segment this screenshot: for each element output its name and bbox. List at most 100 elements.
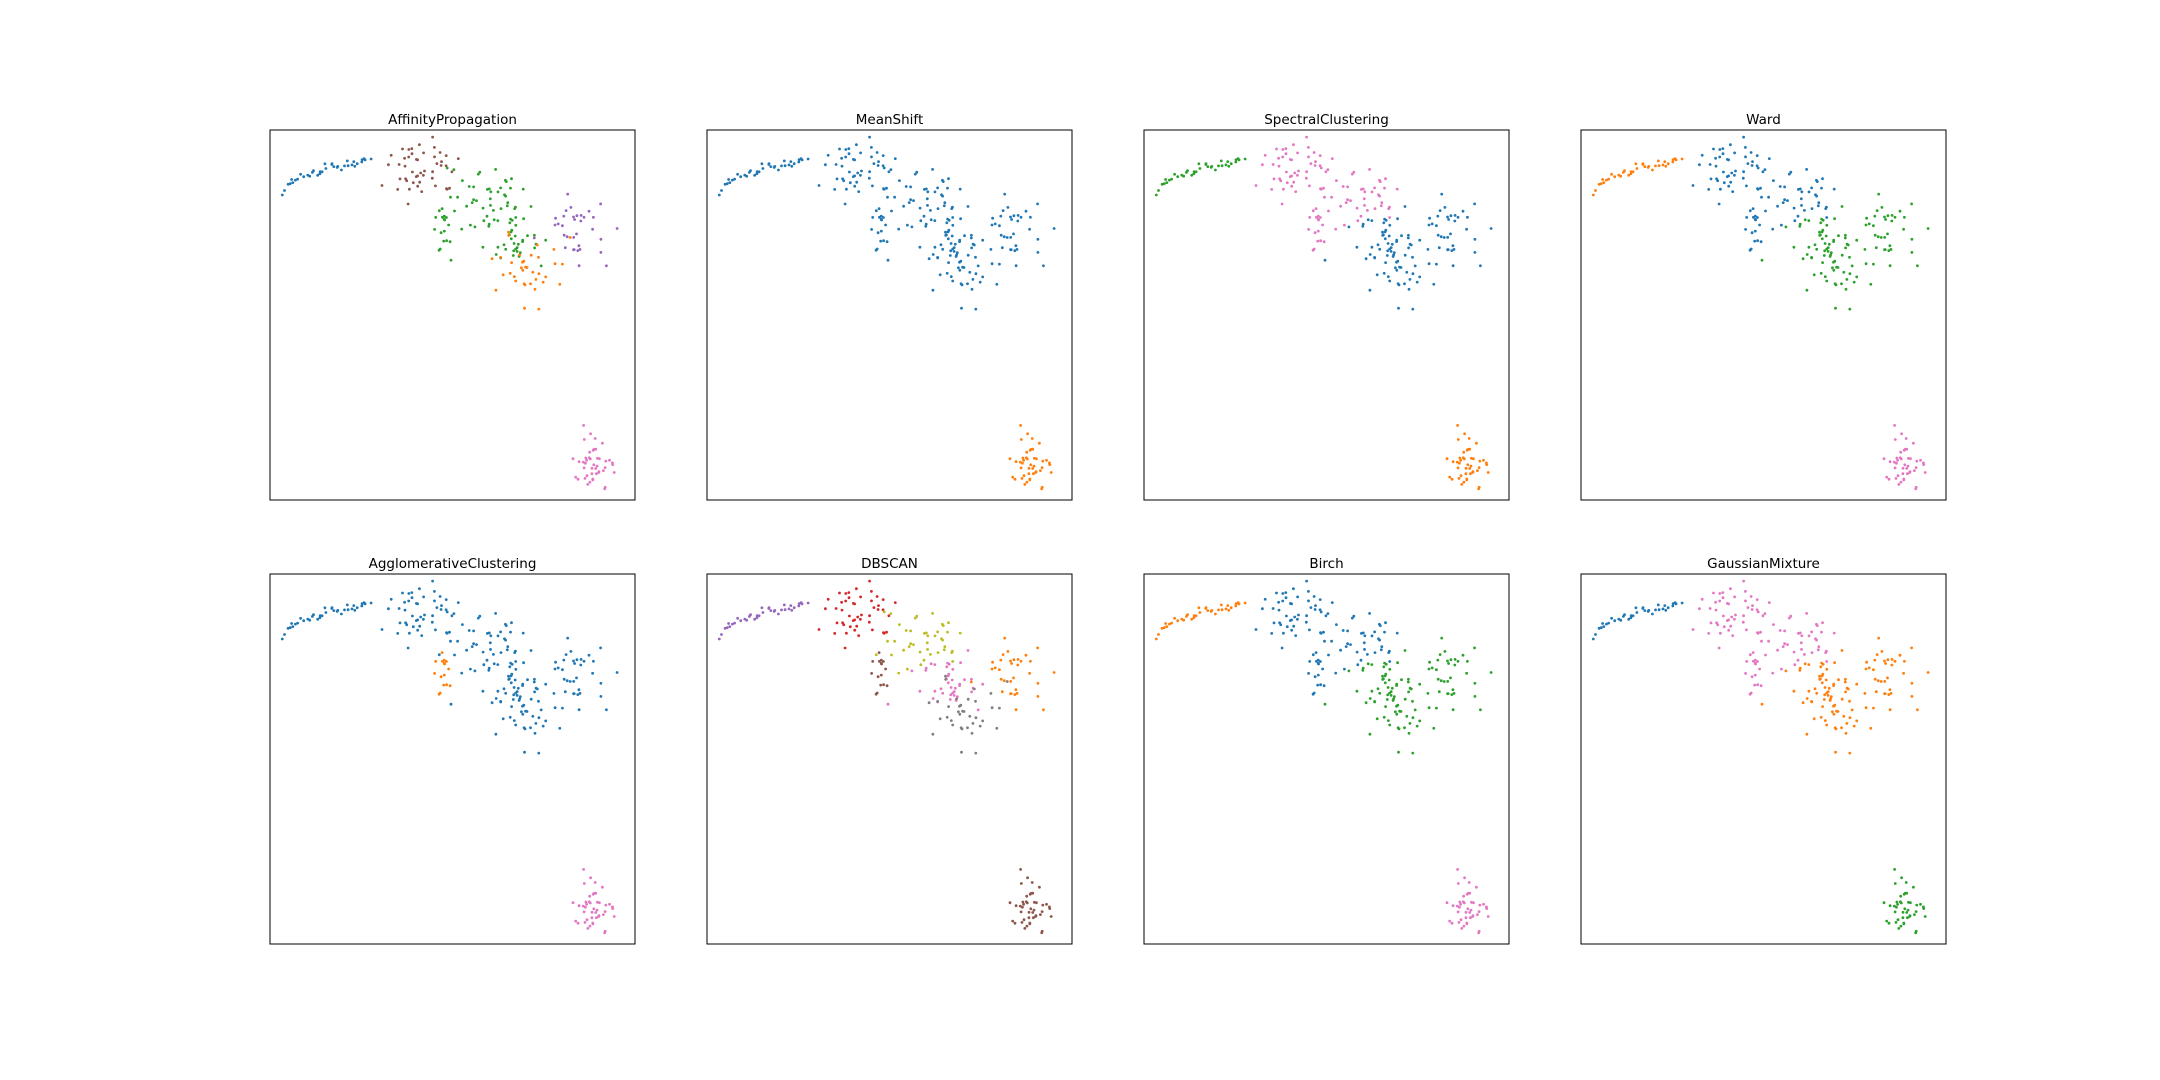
scatter-point <box>1756 166 1760 170</box>
scatter-point <box>1009 248 1012 252</box>
scatter-point <box>731 178 734 182</box>
scatter-point <box>511 698 515 701</box>
scatter-point <box>537 255 540 259</box>
scatter-point <box>1818 678 1822 681</box>
scatter-point <box>486 632 489 635</box>
scatter-point <box>1022 902 1025 906</box>
scatter-point <box>1599 182 1603 186</box>
scatter-point <box>1214 168 1217 172</box>
scatter-point <box>1470 456 1473 460</box>
scatter-point <box>1042 264 1045 268</box>
scatter-point <box>860 169 863 173</box>
scatter-point <box>1168 178 1171 182</box>
scatter-point <box>947 621 950 625</box>
scatter-point <box>475 643 478 646</box>
scatter-point <box>867 620 871 624</box>
scatter-point <box>1718 599 1722 603</box>
scatter-point <box>596 456 599 460</box>
scatter-point <box>1727 602 1730 606</box>
scatter-point <box>1224 163 1228 167</box>
scatter-point <box>575 214 579 218</box>
scatter-point <box>1285 181 1289 185</box>
scatter-point <box>1234 604 1238 608</box>
scatter-point <box>506 201 510 205</box>
scatter-point <box>844 155 848 159</box>
scatter-point <box>1818 230 1821 234</box>
scatter-point <box>1031 891 1035 895</box>
scatter-point <box>513 651 517 654</box>
scatter-point <box>1597 626 1601 630</box>
scatter-point <box>974 699 977 703</box>
scatter-point <box>871 184 874 188</box>
scatter-point <box>599 695 603 698</box>
scatter-point <box>966 253 970 257</box>
scatter-point <box>533 731 537 735</box>
subplot-title: GaussianMixture <box>1707 556 1820 572</box>
scatter-point <box>1714 156 1717 160</box>
scatter-point <box>1456 424 1459 427</box>
scatter-point <box>1436 233 1440 237</box>
scatter-point <box>898 179 901 183</box>
scatter-point <box>553 262 557 266</box>
scatter-point <box>1385 698 1389 701</box>
scatter-point <box>1355 689 1359 693</box>
scatter-point <box>439 164 443 167</box>
scatter-point <box>585 902 588 906</box>
scatter-point <box>1751 651 1755 654</box>
scatter-point <box>1382 221 1386 225</box>
scatter-point <box>1317 662 1320 666</box>
scatter-point <box>1028 921 1032 925</box>
scatter-point <box>1010 218 1013 221</box>
scatter-point <box>1619 174 1623 178</box>
scatter-point <box>1827 686 1831 690</box>
scatter-point <box>1016 214 1020 217</box>
scatter-point <box>1477 929 1481 933</box>
scatter-point <box>868 614 871 618</box>
scatter-point <box>1656 603 1660 607</box>
scatter-point <box>487 224 491 228</box>
scatter-point <box>1904 437 1908 440</box>
scatter-point <box>1028 892 1032 896</box>
scatter-point <box>1437 690 1441 694</box>
scatter-point <box>1820 217 1823 221</box>
scatter-point <box>1449 214 1453 218</box>
scatter-point <box>1022 458 1025 462</box>
scatter-point <box>1848 751 1852 755</box>
scatter-point <box>594 447 598 451</box>
scatter-point <box>1450 921 1454 925</box>
scatter-point <box>1446 692 1449 696</box>
scatter-point <box>437 209 441 213</box>
scatter-point <box>1025 480 1029 484</box>
scatter-point <box>1214 612 1217 616</box>
scatter-point <box>1722 170 1725 174</box>
scatter-point <box>1825 247 1829 251</box>
scatter-point <box>1810 256 1813 259</box>
scatter-point <box>1418 719 1422 723</box>
scatter-point <box>1366 209 1369 212</box>
scatter-point <box>1028 671 1031 675</box>
scatter-point <box>1663 604 1667 607</box>
scatter-point <box>1855 238 1859 242</box>
scatter-point <box>1229 606 1233 610</box>
scatter-point <box>591 671 594 675</box>
scatter-point <box>1801 257 1805 261</box>
scatter-point <box>946 186 949 190</box>
scatter-point <box>406 202 410 206</box>
scatter-point <box>955 253 958 257</box>
scatter-point <box>1281 592 1285 595</box>
scatter-point <box>840 156 843 160</box>
scatter-point <box>951 691 955 695</box>
scatter-point <box>717 637 721 641</box>
scatter-point <box>507 234 511 237</box>
scatter-point <box>1356 219 1360 223</box>
scatter-point <box>481 689 485 693</box>
scatter-point <box>876 608 880 611</box>
scatter-point <box>404 621 407 625</box>
scatter-point <box>1874 690 1878 694</box>
scatter-point <box>868 579 871 583</box>
scatter-point <box>1718 148 1722 151</box>
scatter-point <box>989 248 993 251</box>
scatter-point <box>473 225 477 229</box>
scatter-point <box>1475 885 1478 889</box>
